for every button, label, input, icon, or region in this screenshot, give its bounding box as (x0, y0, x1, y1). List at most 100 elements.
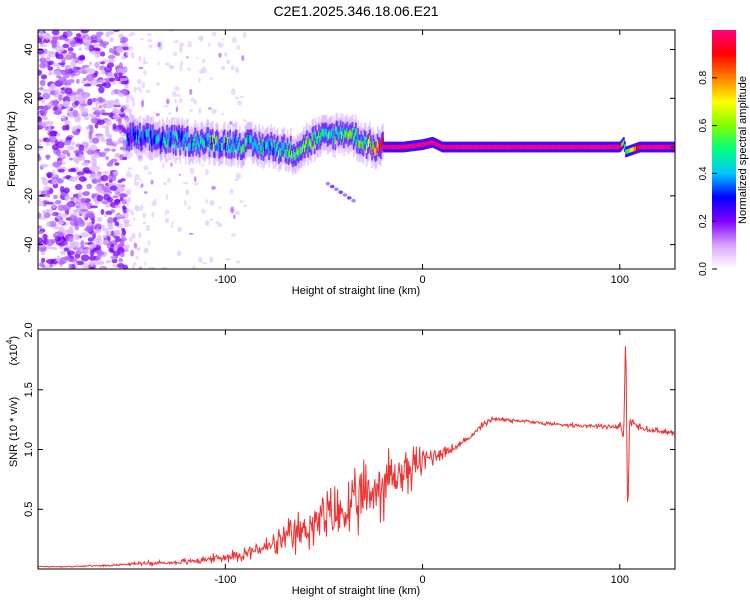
signal-core (317, 136, 319, 144)
noise-blob (63, 247, 69, 252)
noise-blob (50, 246, 58, 250)
noise-blob (127, 167, 132, 171)
noise-blob (52, 63, 59, 67)
signal-core (554, 144, 557, 150)
noise-blob (153, 198, 157, 202)
signal-core (155, 136, 158, 145)
signal-core (204, 139, 207, 148)
noise-blob (96, 194, 104, 202)
noise-blob (243, 204, 247, 208)
signal-core (530, 144, 533, 150)
signal-core (246, 135, 249, 144)
signal-core (304, 144, 306, 153)
noise-blob (131, 97, 136, 102)
signal-core (222, 136, 225, 145)
signal-core (280, 148, 282, 157)
signal-core (425, 141, 428, 146)
signal-core (319, 135, 322, 144)
noise-blob (148, 44, 153, 49)
noise-blob (187, 40, 192, 48)
signal-core (408, 144, 410, 149)
signal-core (589, 144, 592, 150)
noise-blob (85, 125, 90, 130)
noise-blob (113, 72, 118, 78)
noise-blob (52, 161, 61, 168)
signal-core (178, 130, 181, 139)
signal-core (483, 144, 485, 150)
noise-blob (66, 250, 76, 256)
noise-blob (198, 77, 201, 83)
signal-core (154, 135, 157, 143)
noise-blob (101, 112, 110, 116)
noise-blob (194, 176, 197, 183)
noise-blob (101, 125, 110, 129)
noise-blob (135, 120, 138, 123)
signal-core (666, 144, 669, 150)
signal-core (463, 144, 466, 150)
noise-blob (223, 51, 228, 58)
signal-core (514, 144, 517, 150)
signal-core (449, 144, 452, 150)
noise-blob (88, 44, 95, 52)
signal-core (396, 144, 399, 150)
noise-blob (74, 202, 82, 207)
noise-blob (94, 185, 103, 191)
noise-blob (93, 62, 100, 68)
noise-blob (86, 221, 92, 227)
signal-core (167, 138, 170, 147)
noise-blob (139, 204, 144, 212)
signal-core (235, 135, 238, 144)
signal-core (659, 144, 662, 150)
noise-blob (82, 141, 90, 147)
noise-blob (39, 62, 46, 69)
signal-core (160, 138, 163, 147)
spectrogram-x-ticks: -100 0 100 (214, 30, 629, 286)
signal-core (197, 140, 200, 149)
noise-blob (125, 170, 131, 178)
noise-blob (126, 243, 130, 247)
signal-core (172, 140, 175, 149)
noise-blob (128, 45, 134, 51)
noise-blob (38, 237, 44, 244)
noise-blob (94, 172, 101, 179)
colorbar-tick-label: 0.2 (698, 214, 709, 228)
signal-core (322, 128, 325, 137)
noise-blob (105, 259, 111, 264)
signal-core (549, 144, 551, 150)
signal-core (146, 129, 149, 138)
signal-core (182, 136, 185, 145)
noise-blob (56, 255, 61, 263)
noise-blob (132, 217, 136, 221)
signal-core (390, 144, 393, 150)
noise-blob (93, 152, 100, 158)
signal-core (573, 144, 575, 150)
signal-core (217, 137, 220, 146)
noise-blob (44, 265, 50, 269)
noise-blob (83, 83, 92, 87)
signal-core (171, 130, 174, 139)
snr-line-series (38, 346, 675, 568)
spectrogram-y-tick-label: 0 (23, 144, 35, 150)
signal-core (181, 131, 184, 140)
signal-core (607, 144, 610, 150)
signal-core (603, 144, 606, 150)
signal-core (349, 128, 352, 137)
signal-core (156, 135, 159, 144)
signal-core (439, 143, 442, 149)
noise-blob (242, 119, 247, 122)
noise-blob (85, 67, 92, 73)
noise-blob (200, 208, 206, 214)
noise-blob (39, 216, 47, 220)
signal-core (292, 153, 294, 162)
noise-blob (101, 68, 106, 75)
signal-core (420, 142, 422, 148)
noise-blob (114, 198, 121, 205)
noise-blob (132, 263, 135, 269)
noise-blob (105, 127, 110, 134)
signal-core (608, 144, 611, 150)
noise-blob (51, 179, 58, 185)
signal-core (539, 144, 542, 150)
noise-blob (41, 200, 50, 204)
noise-blob (139, 89, 142, 93)
noise-blob (209, 200, 215, 206)
